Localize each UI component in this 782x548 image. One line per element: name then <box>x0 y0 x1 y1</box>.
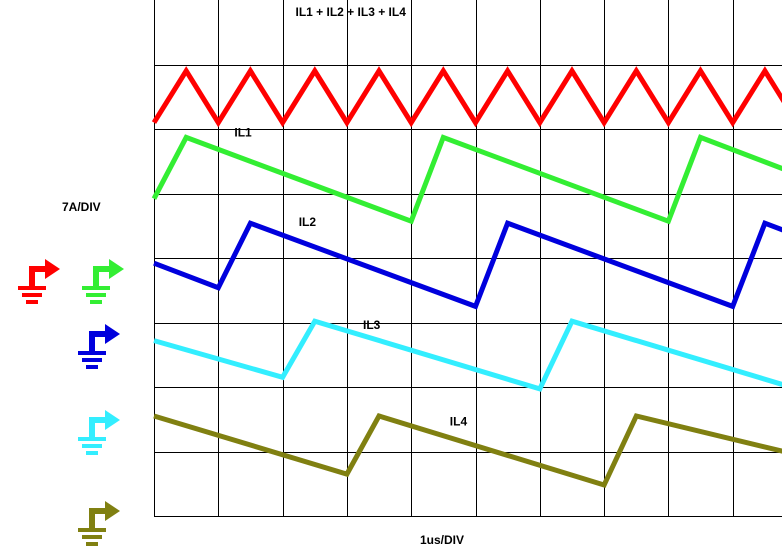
trace-line-2 <box>151 134 782 225</box>
x-axis-label: 1us/DIV <box>420 533 464 547</box>
trace-line-3 <box>153 219 782 310</box>
trace-label-2: IL1 <box>234 126 252 140</box>
trace-label-5: IL4 <box>450 415 468 429</box>
ground-reference-icon <box>78 501 120 546</box>
trace-label-3: IL2 <box>299 215 317 229</box>
ground-reference-icon <box>78 410 120 455</box>
trace-label-4: IL3 <box>363 318 381 332</box>
ground-reference-icon <box>78 324 120 369</box>
trace-label-1: IL1 + IL2 + IL3 + IL4 <box>296 5 407 19</box>
trace-line-5 <box>153 413 782 489</box>
trace-line-1 <box>151 66 782 128</box>
ground-marker-layer <box>18 259 124 546</box>
trace-line-4 <box>153 318 782 392</box>
y-axis-label: 7A/DIV <box>62 200 101 214</box>
trace-layer <box>151 66 782 489</box>
ground-reference-icon <box>18 259 60 304</box>
trace-label-layer: IL1 + IL2 + IL3 + IL4 IL1 IL2 IL3 IL4 <box>234 5 467 429</box>
ground-reference-icon <box>82 259 124 304</box>
